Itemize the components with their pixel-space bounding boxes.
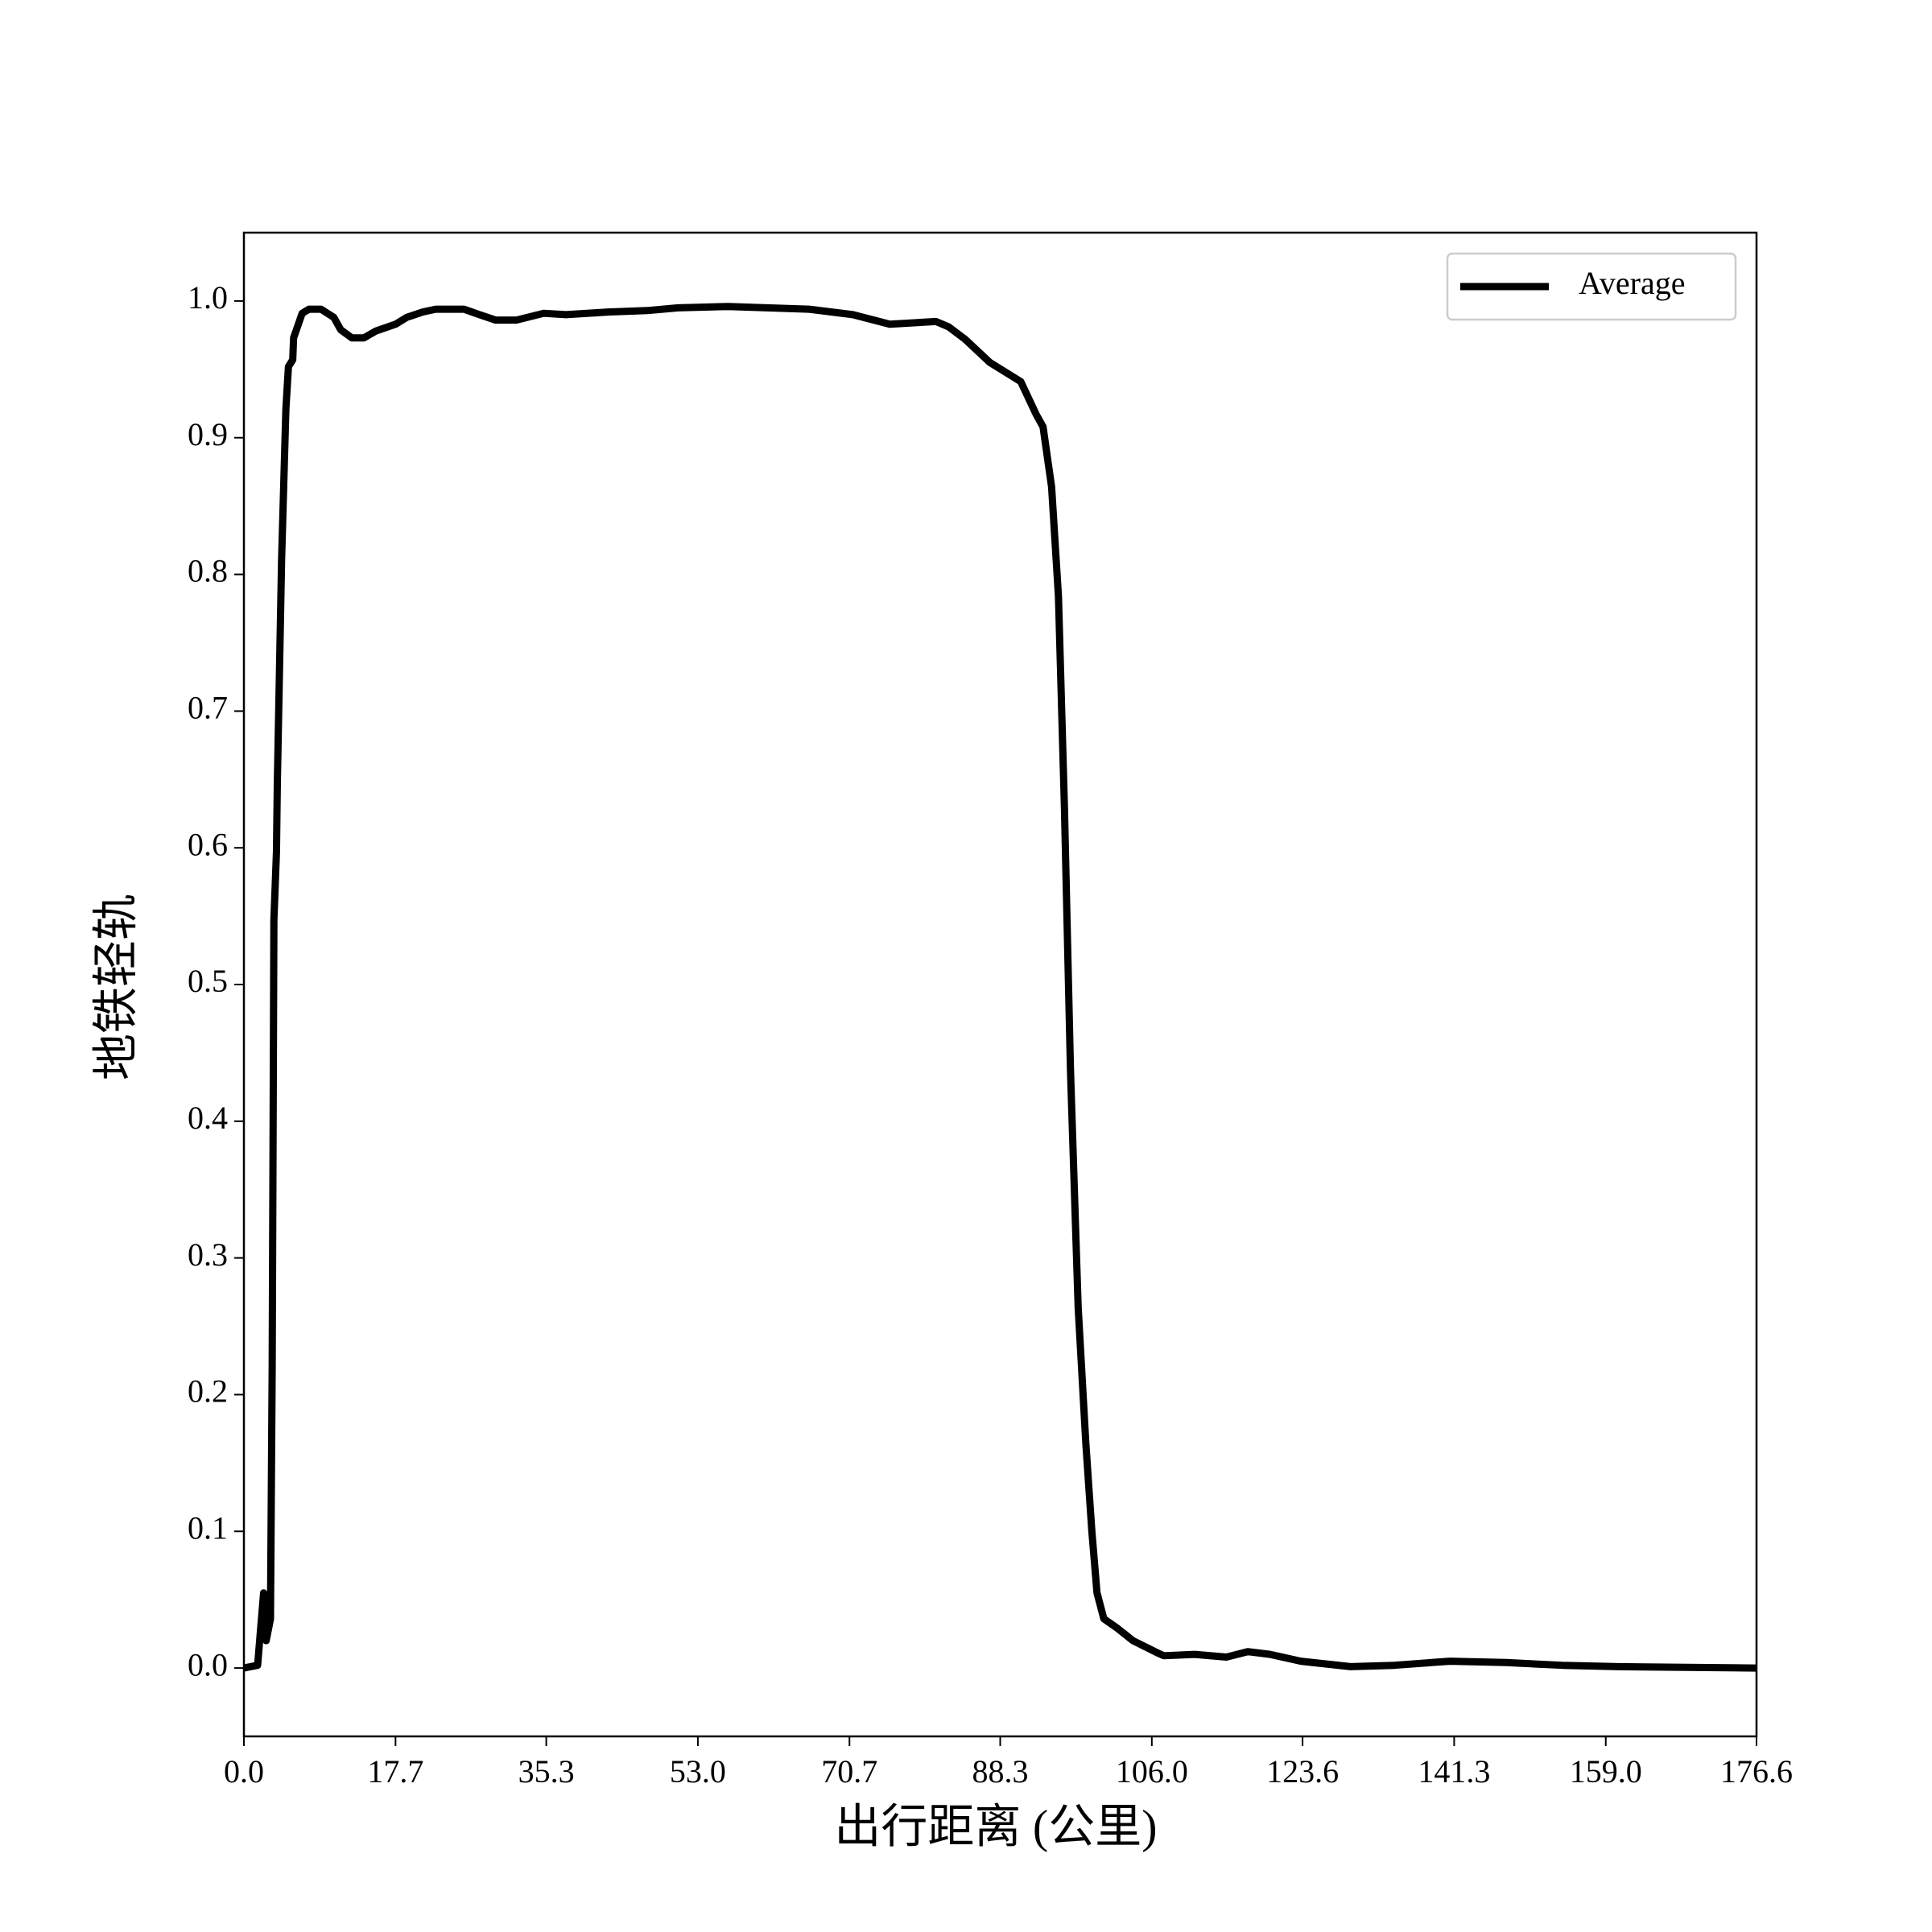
x-tick-label: 53.0: [670, 1753, 726, 1790]
x-tick-label: 123.6: [1266, 1753, 1339, 1790]
y-tick-label: 0.8: [188, 553, 228, 589]
x-tick-label: 141.3: [1418, 1753, 1490, 1790]
data-line: [243, 303, 1757, 1672]
y-tick-label: 0.1: [188, 1509, 228, 1546]
y-tick-label: 1.0: [188, 279, 228, 316]
y-axis-label: 地铁轻轨: [89, 894, 142, 1080]
legend-label: Average: [1579, 265, 1686, 301]
x-tick-label: 176.6: [1720, 1753, 1793, 1790]
y-tick-label: 0.3: [188, 1236, 228, 1273]
x-tick-label: 35.3: [518, 1753, 575, 1790]
plot-frame: [242, 231, 1758, 1738]
y-tick-label: 0.0: [188, 1646, 228, 1682]
legend-box: [1446, 252, 1737, 321]
y-tick-label: 0.7: [188, 690, 228, 726]
y-tick-label: 0.5: [188, 963, 228, 999]
y-tick-label: 0.2: [188, 1373, 228, 1410]
x-tick-label: 88.3: [972, 1753, 1029, 1790]
y-tick-label: 0.4: [188, 1100, 228, 1136]
y-tick-label: 0.9: [188, 416, 228, 452]
x-tick-label: 70.7: [821, 1753, 877, 1790]
x-axis-label: 出行距离 (公里): [834, 1800, 1157, 1852]
x-tick-label: 0.0: [224, 1753, 264, 1790]
x-tick-label: 159.0: [1570, 1753, 1642, 1790]
x-tick-label: 106.0: [1116, 1753, 1188, 1790]
x-tick-label: 17.7: [367, 1753, 423, 1790]
y-tick-label: 0.6: [188, 826, 228, 862]
